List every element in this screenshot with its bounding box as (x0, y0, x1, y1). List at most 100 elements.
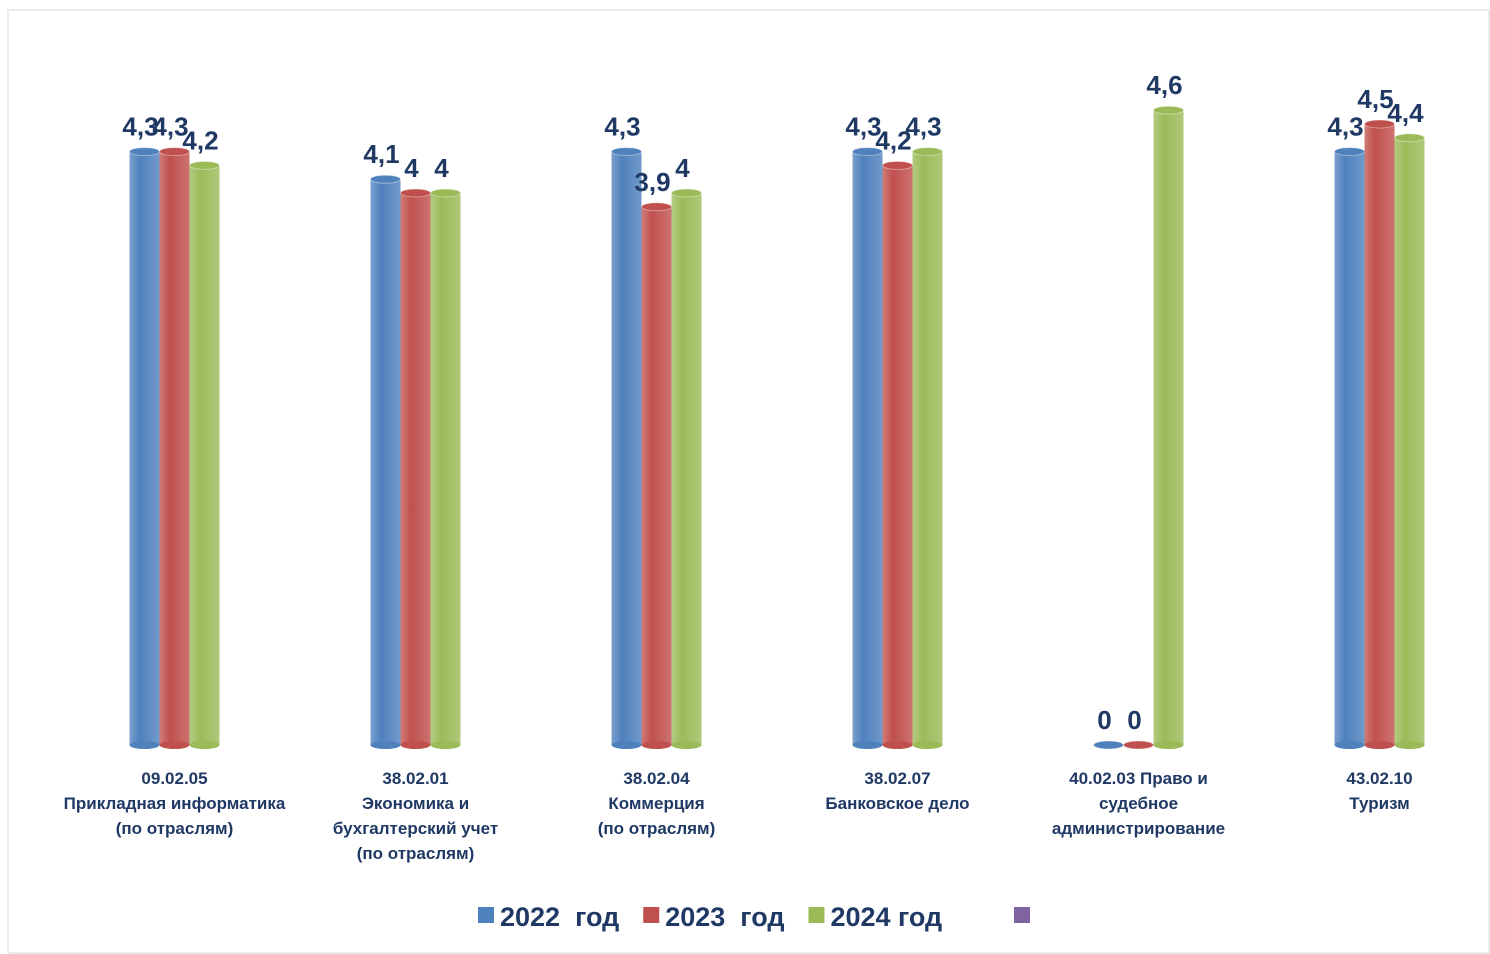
bar-bottom (882, 741, 913, 749)
value-label: 0 (1127, 705, 1141, 735)
bar-top (370, 174, 401, 184)
bar-top (430, 188, 461, 198)
bar-top (882, 160, 913, 170)
x-tick-label: 38.02.04 Коммерция (по отраслям) (597, 769, 716, 838)
bar-bottom (1394, 741, 1425, 749)
value-label: 4,3 (905, 112, 941, 142)
bar-body (882, 165, 913, 745)
bar-top (1123, 740, 1154, 750)
value-label: 4 (675, 153, 690, 183)
value-label: 3,9 (634, 167, 670, 197)
bar (641, 202, 672, 749)
value-label: 4 (404, 153, 419, 183)
bar-bottom (641, 741, 672, 749)
bar-top (189, 160, 220, 170)
bar (189, 160, 220, 749)
bar-body (1394, 137, 1425, 746)
bar-body (370, 179, 401, 745)
bar (159, 147, 190, 749)
bar-top (641, 202, 672, 212)
bar-bottom (400, 741, 431, 749)
legend-label: 2023 год (665, 902, 784, 932)
bar (1153, 105, 1184, 749)
bar-body (671, 193, 702, 745)
value-label: 4,3 (1327, 112, 1363, 142)
bar-bottom (159, 741, 190, 749)
bar-bottom (611, 741, 642, 749)
legend-swatch-extra (1014, 907, 1030, 923)
bar-bottom (430, 741, 461, 749)
value-label: 4,3 (122, 112, 158, 142)
value-label: 4,1 (363, 139, 399, 169)
bar-bottom (852, 741, 883, 749)
bar-top (1364, 119, 1395, 129)
bar-body (400, 193, 431, 745)
bar-bottom (671, 741, 702, 749)
bar (1093, 740, 1124, 750)
bar-top (852, 147, 883, 157)
bar-bottom (1334, 741, 1365, 749)
bar-body (912, 151, 943, 746)
legend-swatch (478, 907, 494, 923)
bar-top (611, 147, 642, 157)
chart-frame (7, 9, 1490, 954)
bar (1394, 133, 1425, 749)
bar (129, 147, 160, 749)
bar (370, 174, 401, 749)
value-label: 4,2 (182, 125, 218, 155)
bar-body (1334, 151, 1365, 746)
x-tick-label: 40.02.03 Право и судебное администрирова… (1051, 769, 1226, 838)
value-label: 0 (1097, 705, 1111, 735)
bar-top (1394, 133, 1425, 143)
x-tick-label: 43.02.10 Туризм (1346, 769, 1413, 813)
bar-top (1334, 147, 1365, 157)
bar-body (430, 193, 461, 745)
bar-top (129, 147, 160, 157)
value-label: 4,3 (152, 112, 188, 142)
bar (400, 188, 431, 749)
x-tick-label: 09.02.05 Прикладная информатика (по отра… (63, 769, 286, 838)
bar-body (189, 165, 220, 745)
legend-label: 2022 год (500, 902, 619, 932)
bar-body (129, 151, 160, 746)
bar-body (1153, 110, 1184, 745)
value-label: 4,3 (845, 112, 881, 142)
legend-swatch (643, 907, 660, 923)
bar (1364, 119, 1395, 749)
value-label: 4,6 (1146, 70, 1182, 100)
bar-bottom (189, 741, 220, 749)
bar (852, 147, 883, 749)
bar-bottom (129, 741, 160, 749)
bar-body (611, 151, 642, 746)
bar-top (400, 188, 431, 198)
bar-top (159, 147, 190, 157)
value-label: 4,2 (875, 125, 911, 155)
bar-bottom (1153, 741, 1184, 749)
value-label: 4,5 (1357, 84, 1393, 114)
bar-bottom (370, 741, 401, 749)
value-label: 4,4 (1387, 98, 1424, 128)
x-tick-label: 38.02.01 Экономика и бухгалтерский учет … (332, 769, 499, 863)
bar (671, 188, 702, 749)
bar-top (912, 147, 943, 157)
bar (912, 147, 943, 749)
bar-body (641, 206, 672, 746)
bar (1123, 740, 1154, 750)
bar-top (1093, 740, 1124, 750)
bar-body (1364, 124, 1395, 745)
bar (882, 160, 913, 749)
x-tick-label: 38.02.07 Банковское дело (825, 769, 970, 813)
bar-bottom (912, 741, 943, 749)
bar-body (159, 151, 190, 746)
legend-label: 2024 год (830, 902, 942, 932)
bar (611, 147, 642, 749)
bar-top (1153, 105, 1184, 115)
legend-swatch (808, 907, 825, 923)
bar (430, 188, 461, 749)
bar-bottom (1364, 741, 1395, 749)
bar-body (852, 151, 883, 746)
value-label: 4,3 (604, 112, 640, 142)
bar-top (671, 188, 702, 198)
